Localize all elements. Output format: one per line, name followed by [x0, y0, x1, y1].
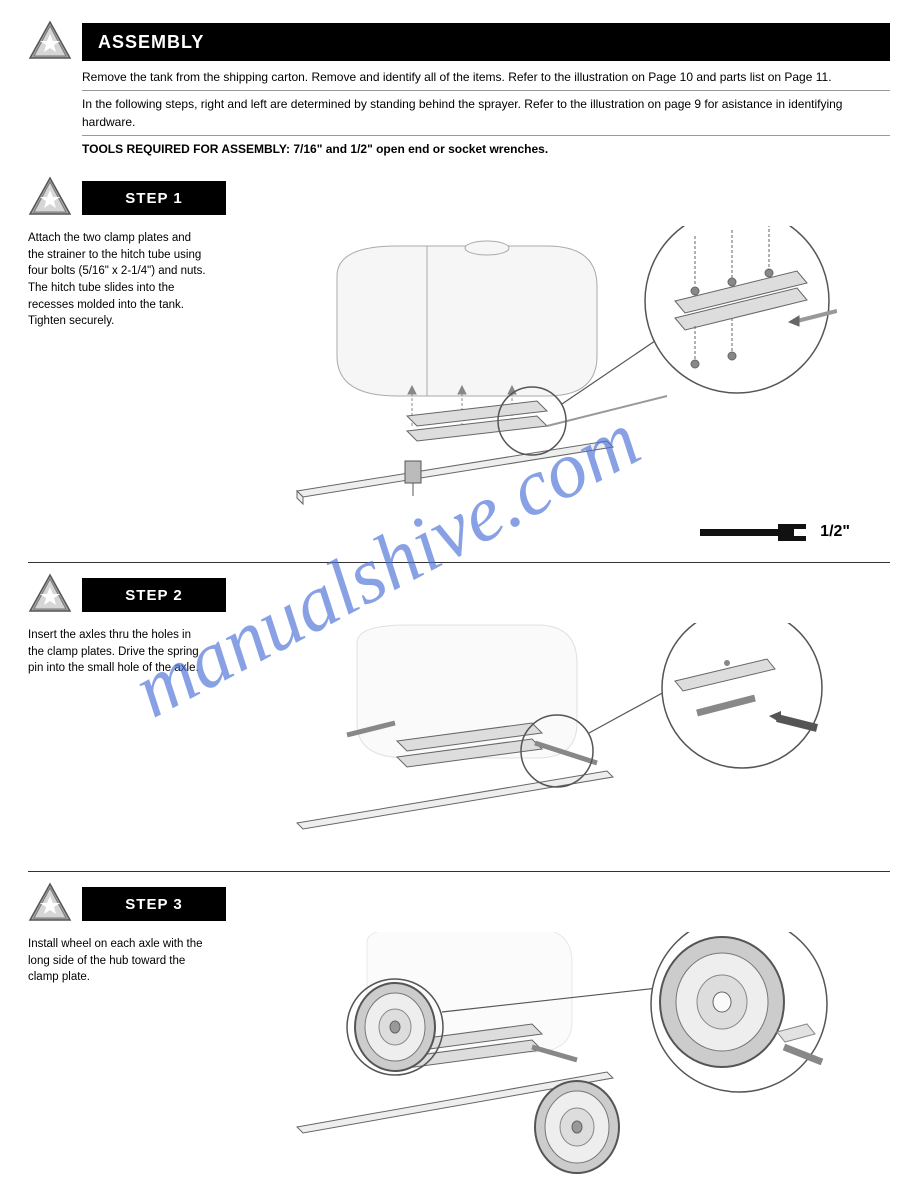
intro-divider-2: [82, 135, 890, 136]
wrench-size-label: 1/2": [820, 523, 850, 541]
intro-divider-1: [82, 90, 890, 91]
step3-label: STEP 3: [125, 896, 182, 913]
step1-label: STEP 1: [125, 190, 182, 207]
step3-star-icon: [28, 882, 72, 926]
step1-text: Attach the two clamp plates and the stra…: [28, 226, 206, 526]
assembly-banner: ASSEMBLY: [82, 23, 890, 61]
assembly-star-icon: [28, 20, 72, 64]
step1-star-icon: [28, 176, 72, 220]
step2-star-icon: [28, 573, 72, 617]
step3-text: Install wheel on each axle with the long…: [28, 932, 206, 1182]
step3-tab: STEP 3: [82, 887, 226, 921]
step2-step3-divider: [28, 871, 890, 872]
step1-step2-divider: [28, 562, 890, 563]
tools-required-note: TOOLS REQUIRED FOR ASSEMBLY: 7/16" and 1…: [82, 140, 890, 158]
step2-illustration: [224, 623, 890, 853]
step3-illustration: [224, 932, 890, 1182]
step1-illustration: [224, 226, 890, 526]
intro-paragraph-2: In the following steps, right and left a…: [82, 95, 890, 131]
step2-tab: STEP 2: [82, 578, 226, 612]
step1-tab: STEP 1: [82, 181, 226, 215]
step2-label: STEP 2: [125, 587, 182, 604]
intro-paragraph-1: Remove the tank from the shipping carton…: [82, 68, 890, 86]
wrench-icon: [700, 520, 810, 544]
step2-text: Insert the axles thru the holes in the c…: [28, 623, 206, 853]
assembly-banner-title: ASSEMBLY: [98, 32, 204, 53]
